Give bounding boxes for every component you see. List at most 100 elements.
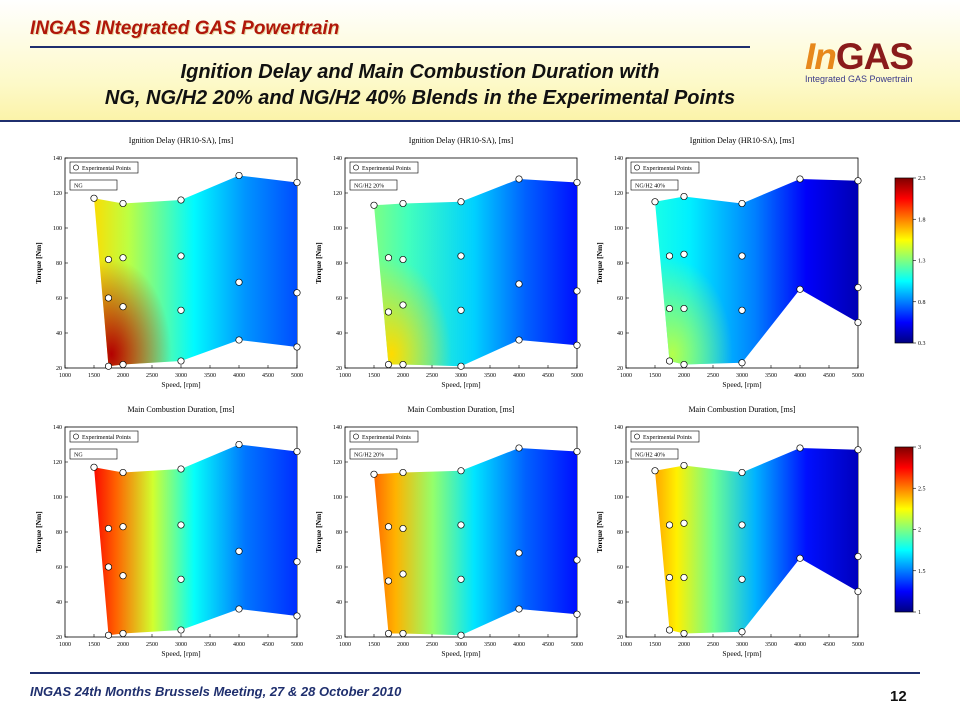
legend-marker bbox=[353, 164, 359, 171]
legend-box bbox=[69, 448, 118, 460]
experimental-point bbox=[457, 631, 465, 639]
experimental-point bbox=[457, 252, 465, 260]
y-tick-label: 60 bbox=[617, 296, 623, 302]
experimental-point bbox=[515, 175, 523, 183]
experimental-point bbox=[370, 470, 378, 478]
y-tick-label: 20 bbox=[617, 366, 623, 372]
x-tick-label: 3000 bbox=[455, 373, 467, 379]
experimental-point bbox=[399, 255, 407, 264]
experimental-point bbox=[665, 573, 674, 582]
experimental-point bbox=[457, 362, 465, 370]
x-tick-label: 4500 bbox=[823, 373, 835, 379]
y-axis-label: Torque [Nm] bbox=[314, 511, 323, 552]
experimental-point bbox=[384, 629, 393, 638]
experimental-point bbox=[293, 447, 301, 456]
x-tick-label: 3500 bbox=[204, 642, 216, 648]
experimental-point bbox=[457, 521, 465, 529]
experimental-point bbox=[104, 631, 113, 639]
experimental-point bbox=[573, 178, 581, 187]
y-tick-label: 20 bbox=[56, 366, 62, 372]
y-tick-label: 80 bbox=[617, 530, 623, 536]
y-tick-label: 120 bbox=[614, 191, 623, 197]
y-tick-label: 80 bbox=[336, 261, 342, 267]
experimental-point bbox=[384, 254, 393, 262]
x-tick-label: 4500 bbox=[823, 642, 835, 648]
experimental-point bbox=[177, 626, 185, 634]
contour-hotspot bbox=[374, 259, 452, 367]
y-tick-label: 120 bbox=[53, 191, 62, 197]
y-tick-label: 40 bbox=[617, 600, 623, 606]
experimental-point bbox=[515, 444, 523, 452]
experimental-point bbox=[738, 521, 746, 529]
x-tick-label: 4500 bbox=[542, 373, 554, 379]
colorbar-tick-label: 1.5 bbox=[918, 569, 926, 575]
x-tick-label: 1500 bbox=[368, 642, 380, 648]
chart-panel: 1000 1500 2000 2500 3000 3500 4000 4500 5000 20 40… bbox=[314, 136, 583, 389]
x-tick-label: 4000 bbox=[513, 642, 525, 648]
x-tick-label: 5000 bbox=[291, 642, 303, 648]
experimental-point bbox=[738, 628, 746, 636]
y-tick-label: 20 bbox=[56, 635, 62, 641]
legend-label: Experimental Points bbox=[82, 166, 131, 172]
legend-box bbox=[349, 179, 398, 191]
experimental-point bbox=[854, 177, 862, 185]
x-tick-label: 1000 bbox=[339, 642, 351, 648]
experimental-point bbox=[680, 250, 688, 258]
x-axis-label: Speed, [rpm] bbox=[441, 380, 480, 389]
x-tick-label: 4000 bbox=[794, 373, 806, 379]
chart-title: Main Combustion Duration, [ms] bbox=[407, 405, 514, 414]
x-tick-label: 4000 bbox=[513, 373, 525, 379]
experimental-point bbox=[119, 360, 127, 369]
legend-marker bbox=[634, 164, 640, 171]
experimental-point bbox=[796, 444, 804, 452]
ingas-logo: InGAS Integrated GAS Powertrain bbox=[805, 38, 940, 84]
y-tick-label: 40 bbox=[617, 331, 623, 337]
experimental-point bbox=[384, 308, 393, 316]
x-tick-label: 1000 bbox=[620, 373, 632, 379]
y-tick-label: 120 bbox=[614, 460, 623, 466]
legend-label: NG/H2 20% bbox=[354, 184, 384, 190]
header-band: INGAS INtegrated GAS Powertrain Ignition… bbox=[0, 0, 960, 122]
x-tick-label: 2500 bbox=[426, 373, 438, 379]
experimental-point bbox=[515, 549, 523, 557]
x-tick-label: 3500 bbox=[484, 373, 496, 379]
y-axis-label: Torque [Nm] bbox=[595, 242, 604, 283]
chart-title: Ignition Delay (HR10-SA), [ms] bbox=[690, 136, 795, 145]
x-tick-label: 5000 bbox=[852, 373, 864, 379]
x-axis-label: Speed, [rpm] bbox=[161, 380, 200, 389]
experimental-point bbox=[177, 575, 185, 583]
legend-box bbox=[349, 430, 419, 443]
y-tick-label: 60 bbox=[56, 296, 62, 302]
y-tick-label: 120 bbox=[333, 460, 342, 466]
x-tick-label: 4500 bbox=[262, 642, 274, 648]
y-tick-label: 40 bbox=[336, 331, 342, 337]
x-axis-label: Speed, [rpm] bbox=[722, 649, 761, 658]
y-tick-label: 100 bbox=[333, 495, 342, 501]
experimental-point bbox=[573, 610, 581, 618]
chart-panel: 1000 1500 2000 2500 3000 3500 4000 4500 5000 20 40… bbox=[595, 136, 864, 389]
experimental-point bbox=[680, 629, 688, 638]
experimental-point bbox=[738, 468, 746, 477]
y-tick-label: 140 bbox=[333, 156, 342, 162]
experimental-point bbox=[738, 252, 746, 260]
experimental-point bbox=[119, 572, 127, 580]
chart-title: Ignition Delay (HR10-SA), [ms] bbox=[409, 136, 514, 145]
experimental-point bbox=[665, 521, 674, 529]
experimental-point bbox=[738, 199, 746, 208]
y-tick-label: 60 bbox=[617, 565, 623, 571]
x-tick-label: 4000 bbox=[233, 642, 245, 648]
legend-box bbox=[630, 448, 679, 460]
x-tick-label: 1000 bbox=[59, 373, 71, 379]
experimental-point bbox=[104, 524, 113, 533]
experimental-point bbox=[235, 547, 243, 555]
y-tick-label: 60 bbox=[336, 296, 342, 302]
legend-label: NG/H2 40% bbox=[635, 453, 665, 459]
x-tick-label: 5000 bbox=[571, 642, 583, 648]
experimental-point bbox=[104, 563, 113, 571]
experimental-point bbox=[384, 523, 393, 531]
experimental-point bbox=[119, 254, 127, 262]
y-tick-label: 80 bbox=[617, 261, 623, 267]
y-tick-label: 20 bbox=[336, 635, 342, 641]
x-tick-label: 2500 bbox=[426, 642, 438, 648]
x-axis-label: Speed, [rpm] bbox=[161, 649, 200, 658]
